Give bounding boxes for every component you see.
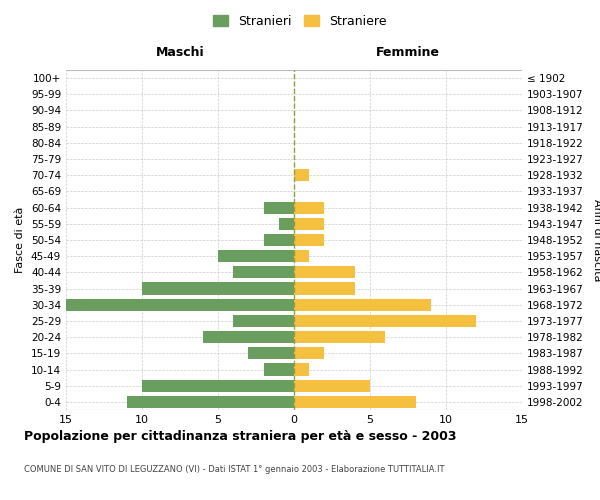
Bar [248, 348, 294, 360]
Bar [294, 218, 325, 230]
Text: Femmine: Femmine [376, 46, 440, 59]
Y-axis label: Fasce di età: Fasce di età [16, 207, 25, 273]
Text: Maschi: Maschi [155, 46, 205, 59]
Bar [294, 364, 309, 376]
Bar [294, 282, 355, 294]
Bar [294, 266, 355, 278]
Bar [233, 266, 294, 278]
Text: Popolazione per cittadinanza straniera per età e sesso - 2003: Popolazione per cittadinanza straniera p… [24, 430, 457, 443]
Bar [294, 202, 325, 213]
Bar [127, 396, 294, 408]
Bar [142, 282, 294, 294]
Bar [142, 380, 294, 392]
Text: COMUNE DI SAN VITO DI LEGUZZANO (VI) - Dati ISTAT 1° gennaio 2003 - Elaborazione: COMUNE DI SAN VITO DI LEGUZZANO (VI) - D… [24, 465, 445, 474]
Bar [203, 331, 294, 343]
Bar [263, 234, 294, 246]
Bar [294, 315, 476, 327]
Bar [294, 169, 309, 181]
Bar [66, 298, 294, 311]
Bar [218, 250, 294, 262]
Bar [294, 234, 325, 246]
Y-axis label: Anni di nascita: Anni di nascita [592, 198, 600, 281]
Bar [279, 218, 294, 230]
Bar [294, 348, 325, 360]
Bar [294, 250, 309, 262]
Legend: Stranieri, Straniere: Stranieri, Straniere [209, 11, 391, 32]
Bar [294, 396, 416, 408]
Bar [263, 202, 294, 213]
Bar [294, 298, 431, 311]
Bar [294, 331, 385, 343]
Bar [294, 380, 370, 392]
Bar [263, 364, 294, 376]
Bar [233, 315, 294, 327]
